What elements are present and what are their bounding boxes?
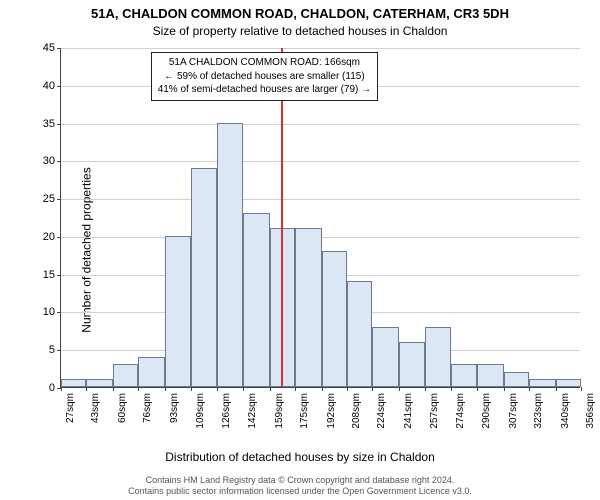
histogram-bar [399,342,424,387]
chart-title-main: 51A, CHALDON COMMON ROAD, CHALDON, CATER… [0,6,600,21]
histogram-bar [372,327,399,387]
histogram-bar [217,123,242,387]
chart-title-sub: Size of property relative to detached ho… [0,24,600,38]
xtick-label: 241sqm [403,393,414,429]
ytick-mark [57,86,61,87]
ytick-mark [57,312,61,313]
histogram-bar [451,364,476,387]
footer-line-1: Contains HM Land Registry data © Crown c… [0,475,600,487]
histogram-bar [86,379,113,387]
histogram-bar [504,372,529,387]
ytick-label: 20 [43,231,55,243]
xtick-label: 257sqm [429,393,440,429]
xtick-label: 159sqm [274,393,285,429]
xtick-mark [372,387,373,391]
annotation-line: 41% of semi-detached houses are larger (… [158,83,371,97]
histogram-bar [138,357,165,387]
annotation-box: 51A CHALDON COMMON ROAD: 166sqm← 59% of … [151,52,378,101]
histogram-bar [322,251,347,387]
histogram-bar [425,327,452,387]
annotation-line: ← 59% of detached houses are smaller (11… [158,70,371,84]
xtick-label: 290sqm [481,393,492,429]
ytick-label: 35 [43,118,55,130]
xtick-mark [86,387,87,391]
gridline [61,48,580,49]
xtick-label: 356sqm [585,393,596,429]
xtick-mark [138,387,139,391]
histogram-bar [529,379,556,387]
ytick-mark [57,350,61,351]
ytick-label: 25 [43,193,55,205]
xtick-label: 93sqm [169,393,180,423]
histogram-bar [165,236,190,387]
ytick-label: 45 [43,42,55,54]
xtick-mark [270,387,271,391]
xtick-label: 142sqm [247,393,258,429]
xtick-mark [165,387,166,391]
chart-container: 51A, CHALDON COMMON ROAD, CHALDON, CATER… [0,0,600,500]
xtick-mark [425,387,426,391]
histogram-bar [295,228,322,387]
xtick-mark [61,387,62,391]
xtick-mark [322,387,323,391]
xtick-label: 76sqm [142,393,153,423]
footer-line-2: Contains public sector information licen… [0,486,600,498]
xtick-mark [347,387,348,391]
xtick-label: 192sqm [326,393,337,429]
xtick-mark [191,387,192,391]
ytick-label: 40 [43,80,55,92]
xtick-label: 208sqm [351,393,362,429]
xtick-label: 43sqm [90,393,101,423]
xtick-mark [581,387,582,391]
xtick-label: 109sqm [195,393,206,429]
gridline [61,161,580,162]
ytick-label: 15 [43,269,55,281]
plot-area: 05101520253035404527sqm43sqm60sqm76sqm93… [60,48,580,388]
xtick-mark [113,387,114,391]
ytick-label: 0 [49,382,55,394]
ytick-mark [57,48,61,49]
ytick-mark [57,275,61,276]
histogram-bar [477,364,504,387]
xtick-label: 274sqm [455,393,466,429]
ytick-label: 5 [49,344,55,356]
xtick-label: 323sqm [533,393,544,429]
xtick-mark [243,387,244,391]
xtick-label: 175sqm [299,393,310,429]
gridline [61,124,580,125]
ytick-label: 10 [43,306,55,318]
annotation-line: 51A CHALDON COMMON ROAD: 166sqm [158,56,371,70]
histogram-bar [556,379,581,387]
gridline [61,199,580,200]
histogram-bar [61,379,86,387]
xtick-mark [477,387,478,391]
xtick-label: 224sqm [376,393,387,429]
ytick-label: 30 [43,155,55,167]
xtick-mark [451,387,452,391]
xtick-mark [399,387,400,391]
xtick-label: 60sqm [117,393,128,423]
xtick-mark [217,387,218,391]
histogram-bar [347,281,372,387]
xtick-mark [295,387,296,391]
ytick-mark [57,237,61,238]
ytick-mark [57,199,61,200]
ytick-mark [57,161,61,162]
xtick-mark [504,387,505,391]
xtick-mark [556,387,557,391]
x-axis-label: Distribution of detached houses by size … [0,450,600,464]
xtick-label: 340sqm [560,393,571,429]
ytick-mark [57,124,61,125]
histogram-bar [113,364,138,387]
histogram-bar [243,213,270,387]
chart-footer: Contains HM Land Registry data © Crown c… [0,475,600,498]
xtick-label: 126sqm [221,393,232,429]
xtick-label: 27sqm [65,393,76,423]
histogram-bar [191,168,218,387]
xtick-mark [529,387,530,391]
xtick-label: 307sqm [508,393,519,429]
